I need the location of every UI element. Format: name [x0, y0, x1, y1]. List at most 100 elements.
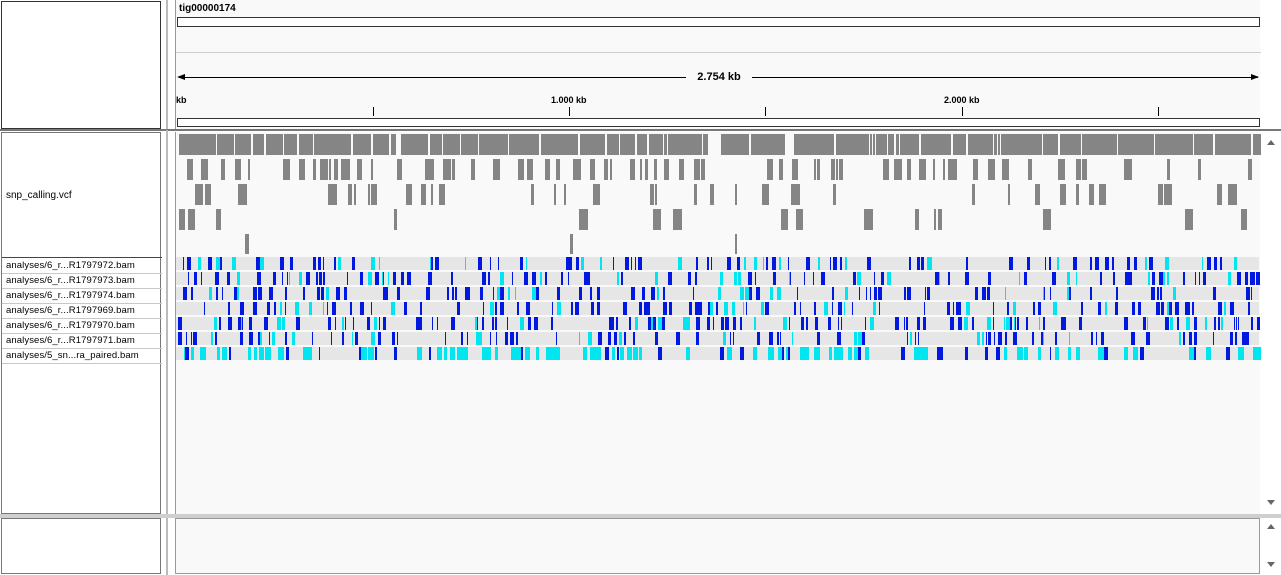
- genotype-call: [306, 272, 310, 285]
- span-arrow-right-icon: [1251, 74, 1259, 80]
- variant-block: [938, 209, 942, 230]
- genotype-call: [338, 257, 341, 270]
- genotype-call: [1245, 332, 1249, 345]
- genotype-call: [806, 257, 810, 270]
- genotype-call: [740, 287, 744, 300]
- tick-label-0: kb: [176, 95, 187, 105]
- genotype-call: [1132, 302, 1135, 315]
- sample-track-name[interactable]: analyses/5_sn...ra_paired.bam: [6, 350, 139, 361]
- genotype-call: [895, 317, 899, 330]
- genotype-call: [613, 257, 614, 270]
- genotype-call: [1173, 287, 1176, 300]
- genotype-call: [909, 257, 911, 270]
- genotype-call: [1038, 347, 1041, 360]
- variant-block: [650, 184, 654, 205]
- genotype-call: [1024, 272, 1027, 285]
- genotype-call: [1179, 332, 1181, 345]
- feature-scrollbar[interactable]: [1262, 518, 1280, 574]
- genotype-call: [532, 272, 536, 285]
- genotype-call: [598, 332, 602, 345]
- ideogram-divider: [176, 52, 1261, 53]
- genotype-call: [998, 332, 1002, 345]
- genotype-call: [526, 257, 527, 270]
- genotype-call: [371, 257, 375, 270]
- genotype-call: [282, 317, 285, 330]
- genotype-call: [435, 257, 439, 270]
- genotype-call: [663, 302, 667, 315]
- genotype-call: [1248, 302, 1250, 315]
- genotype-call: [382, 272, 383, 285]
- genotype-call: [769, 332, 773, 345]
- scroll-down-icon[interactable]: [1267, 562, 1275, 567]
- sample-track-name[interactable]: analyses/6_r...R1797972.bam: [6, 260, 135, 271]
- genotype-call: [1138, 302, 1141, 315]
- genotype-call: [737, 257, 740, 270]
- genotype-call: [289, 272, 290, 285]
- variant-track-canvas[interactable]: [176, 132, 1261, 514]
- sample-track-name[interactable]: analyses/6_r...R1797970.bam: [6, 320, 135, 331]
- genotype-call: [1234, 257, 1237, 270]
- variant-block: [921, 134, 951, 155]
- genotype-call: [524, 272, 528, 285]
- variant-block: [245, 234, 249, 254]
- genotype-call: [334, 257, 336, 270]
- genotype-call: [260, 257, 264, 270]
- genotype-call: [669, 272, 672, 285]
- genotype-call: [965, 272, 969, 285]
- pane-splitter[interactable]: [0, 514, 1281, 518]
- genotype-call: [1214, 317, 1215, 330]
- vertical-scrollbar[interactable]: [1262, 132, 1280, 514]
- genotype-call: [733, 317, 736, 330]
- variant-block: [972, 184, 975, 205]
- sample-track-name[interactable]: analyses/6_r...R1797969.bam: [6, 305, 135, 316]
- genotype-call: [317, 287, 320, 300]
- genotype-call: [624, 332, 626, 345]
- genotype-call: [695, 302, 698, 315]
- genotype-call: [351, 302, 352, 315]
- genotype-call: [783, 317, 787, 330]
- variant-block: [998, 134, 1000, 155]
- genotype-call: [1105, 257, 1109, 270]
- genotype-call: [1242, 332, 1245, 345]
- genotype-call: [623, 302, 627, 315]
- sample-track-name[interactable]: analyses/6_r...R1797973.bam: [6, 275, 135, 286]
- genotype-call: [488, 272, 490, 285]
- chromosome-ideogram[interactable]: [177, 17, 1260, 27]
- variant-block: [721, 134, 749, 155]
- genotype-call: [368, 347, 374, 360]
- genotype-call: [683, 317, 686, 330]
- genotype-call: [1079, 317, 1082, 330]
- variant-block: [238, 184, 247, 205]
- vcf-track-name[interactable]: snp_calling.vcf: [6, 190, 72, 201]
- genotype-call: [378, 332, 381, 345]
- genotype-call: [858, 347, 861, 360]
- genotype-call: [994, 332, 995, 345]
- genotype-call: [663, 287, 665, 300]
- scroll-up-icon[interactable]: [1267, 524, 1275, 529]
- genotype-call: [917, 257, 920, 270]
- genotype-call: [591, 302, 594, 315]
- genotype-call: [1061, 317, 1062, 330]
- genotype-call: [342, 317, 344, 330]
- scroll-down-icon[interactable]: [1267, 500, 1275, 505]
- genotype-call: [662, 317, 665, 330]
- genotype-call: [1067, 287, 1069, 300]
- genotype-call: [595, 347, 601, 360]
- scroll-up-icon[interactable]: [1267, 140, 1275, 145]
- variant-block: [341, 159, 350, 180]
- genotype-call: [323, 257, 324, 270]
- variant-block: [320, 159, 328, 180]
- genotype-call: [1044, 287, 1045, 300]
- genotype-call: [286, 347, 289, 360]
- sample-track-name[interactable]: analyses/6_r...R1797971.bam: [6, 335, 135, 346]
- variant-block: [953, 134, 966, 155]
- genotype-call: [287, 272, 288, 285]
- genotype-call: [350, 302, 351, 315]
- genotype-call: [789, 272, 790, 285]
- genotype-call: [708, 302, 710, 315]
- sample-track-name[interactable]: analyses/6_r...R1797974.bam: [6, 290, 135, 301]
- genotype-call: [260, 332, 262, 345]
- genotype-call: [1218, 302, 1222, 315]
- genotype-call: [1043, 317, 1045, 330]
- region-of-interest-bar[interactable]: [177, 118, 1260, 127]
